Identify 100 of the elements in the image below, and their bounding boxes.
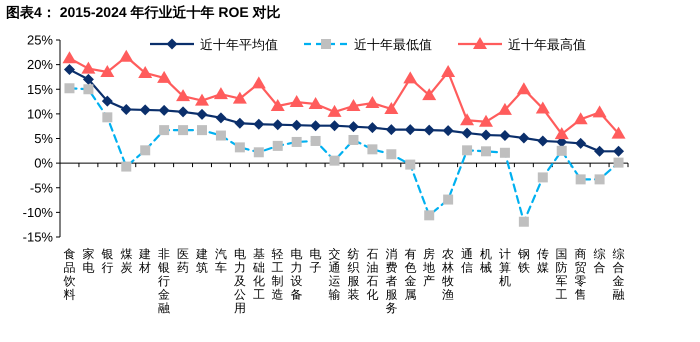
category: 电子 bbox=[310, 247, 322, 274]
point bbox=[62, 51, 76, 64]
point bbox=[386, 124, 397, 136]
category: 综合金融 bbox=[612, 247, 625, 302]
point bbox=[612, 126, 626, 139]
point bbox=[102, 96, 113, 107]
point bbox=[575, 138, 586, 149]
point bbox=[310, 120, 322, 132]
point bbox=[329, 120, 340, 132]
y-tick-label: 15% bbox=[26, 82, 54, 97]
category: 电力设备 bbox=[290, 247, 303, 302]
category: 建筑 bbox=[196, 247, 208, 274]
point bbox=[422, 88, 436, 100]
point bbox=[498, 102, 512, 115]
point bbox=[178, 106, 189, 118]
y-tick-label: 5% bbox=[34, 131, 54, 146]
category: 机械 bbox=[480, 247, 492, 274]
point bbox=[365, 96, 380, 108]
point bbox=[424, 124, 435, 136]
category: 房地产 bbox=[423, 247, 436, 288]
category: 银行 bbox=[101, 247, 114, 274]
point bbox=[462, 128, 473, 139]
category: 食品饮料 bbox=[63, 247, 76, 302]
point bbox=[253, 118, 264, 130]
category: 综合 bbox=[594, 247, 606, 274]
point bbox=[196, 108, 208, 120]
point bbox=[120, 104, 132, 115]
point bbox=[499, 130, 510, 142]
point bbox=[328, 104, 342, 117]
legend-label: 近十年最低值 bbox=[354, 37, 432, 52]
category: 消费者服务 bbox=[385, 247, 398, 315]
point bbox=[594, 146, 606, 157]
category: 钢铁 bbox=[518, 247, 530, 274]
category: 医药 bbox=[177, 247, 190, 274]
y-tick-label: 20% bbox=[26, 57, 54, 72]
point bbox=[480, 130, 492, 141]
point bbox=[81, 62, 96, 74]
point bbox=[64, 64, 75, 76]
point bbox=[346, 98, 360, 111]
legend-label: 近十年最高值 bbox=[508, 37, 586, 52]
point bbox=[291, 120, 302, 131]
point bbox=[252, 76, 266, 88]
category: 汽车 bbox=[214, 247, 227, 274]
point bbox=[442, 125, 454, 136]
point bbox=[308, 97, 323, 110]
y-tick-label: 25% bbox=[26, 32, 54, 48]
legend-label: 近十年平均值 bbox=[200, 37, 278, 52]
category: 煤炭 bbox=[120, 247, 132, 274]
category: 农林牧渔 bbox=[442, 247, 454, 302]
point bbox=[592, 105, 607, 118]
point bbox=[460, 113, 474, 126]
category: 交通运输 bbox=[328, 247, 341, 302]
category: 电力及公用 bbox=[234, 247, 246, 315]
point bbox=[536, 101, 550, 114]
point bbox=[537, 135, 548, 146]
y-tick-label: 10% bbox=[26, 106, 54, 122]
point bbox=[138, 66, 152, 78]
point bbox=[195, 94, 209, 106]
point bbox=[157, 70, 172, 83]
category: 有色金属 bbox=[404, 247, 416, 302]
point bbox=[270, 98, 285, 111]
point bbox=[234, 118, 246, 129]
category: 国防军工 bbox=[556, 247, 568, 302]
point bbox=[215, 112, 226, 124]
title: 图表4： 2015-2024 年行业近十年 ROE 对比 bbox=[6, 4, 281, 20]
category: 通信 bbox=[461, 247, 474, 274]
y-tick-label: 0% bbox=[34, 156, 54, 171]
category: 计算机 bbox=[498, 247, 511, 288]
point bbox=[158, 104, 170, 116]
point bbox=[100, 65, 114, 78]
point bbox=[176, 89, 190, 102]
point bbox=[272, 119, 284, 130]
category: 石油石化 bbox=[366, 247, 378, 302]
point bbox=[613, 146, 624, 157]
point bbox=[366, 122, 378, 134]
category: 传媒 bbox=[536, 247, 549, 274]
point bbox=[441, 65, 456, 78]
category: 非银行金融 bbox=[158, 247, 170, 315]
y-tick-label: -10% bbox=[22, 204, 54, 220]
point bbox=[290, 95, 304, 108]
category: 家电 bbox=[82, 247, 94, 274]
point bbox=[404, 124, 416, 136]
point bbox=[574, 112, 588, 124]
category: 商贸零售 bbox=[574, 247, 587, 302]
category: 纺织服装 bbox=[347, 247, 360, 302]
category: 基础化工 bbox=[252, 247, 265, 302]
point bbox=[214, 87, 228, 100]
point bbox=[119, 50, 134, 62]
category: 建材 bbox=[139, 247, 152, 274]
point bbox=[348, 121, 359, 132]
point bbox=[384, 102, 398, 114]
point bbox=[403, 71, 418, 84]
point bbox=[516, 82, 531, 94]
y-tick-label: -5% bbox=[30, 180, 54, 196]
point bbox=[554, 127, 569, 140]
point bbox=[232, 92, 247, 104]
point bbox=[82, 74, 94, 85]
point bbox=[518, 132, 530, 144]
category: 轻工制造 bbox=[272, 247, 284, 302]
point bbox=[479, 114, 493, 127]
